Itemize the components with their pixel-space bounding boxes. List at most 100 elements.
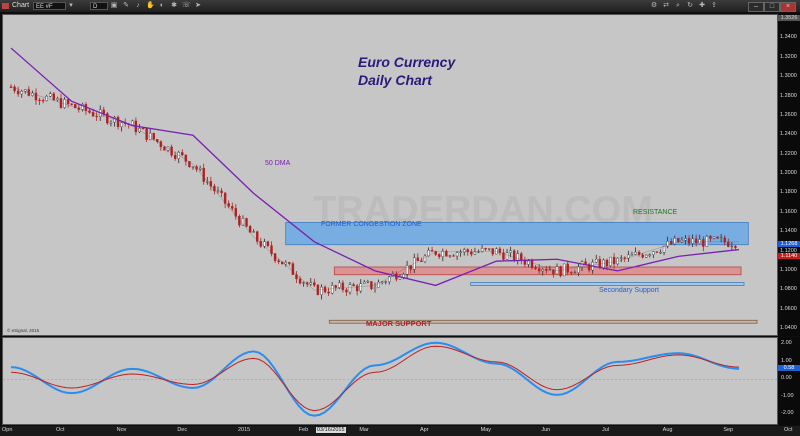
price-bar-body <box>627 254 630 259</box>
gear-icon[interactable]: ⚙ <box>650 2 658 9</box>
price-bar-body <box>148 132 152 140</box>
price-bar-body <box>152 132 155 140</box>
price-bar-body <box>323 286 327 293</box>
oscillator-value-tag: 0.58 <box>778 365 800 372</box>
price-bar-body <box>691 238 694 244</box>
price-bar-body <box>548 269 552 271</box>
oscillator-pane[interactable] <box>2 337 778 425</box>
price-bar-body <box>448 255 452 257</box>
price-bar-body <box>106 113 109 124</box>
price-tick-label: 1.1200 <box>780 247 797 254</box>
oscillator-tick-label: -2.00 <box>781 410 794 417</box>
close-button[interactable]: × <box>780 2 796 12</box>
price-bar-body <box>263 241 266 247</box>
price-bar-body <box>259 241 263 247</box>
price-bar-body <box>13 86 16 92</box>
price-bar-body <box>480 248 484 252</box>
cross-icon[interactable]: ✚ <box>699 2 705 9</box>
price-bar-body <box>463 249 466 253</box>
price-bar-body <box>420 260 423 262</box>
price-bar-body <box>330 285 334 294</box>
oscillator-chart <box>3 341 777 417</box>
price-axis[interactable]: 1.3400 1.3200 1.3000 1.2800 1.2600 1.2400 1.22… <box>778 14 800 336</box>
price-bar-body <box>231 206 234 209</box>
color-icon[interactable]: ◐ <box>159 2 165 9</box>
price-bar-body <box>81 104 84 110</box>
price-bar-body <box>177 152 180 159</box>
price-bar-body <box>220 190 223 194</box>
price-bar-body <box>537 268 541 272</box>
price-bar-body <box>88 110 91 113</box>
date-axis[interactable]: Opn Oct Nov Dec 2015 Feb Mar Apr May Jun Jul Aug Se… <box>0 426 800 436</box>
window-title: Chart <box>12 2 30 9</box>
price-tick-label: 1.3200 <box>780 53 797 60</box>
price-bar-body <box>256 231 259 242</box>
price-tick-label: 1.1800 <box>780 189 797 196</box>
ma-label: 50 DMA <box>265 160 291 167</box>
secondary-support-label: Secondary Support <box>599 287 659 294</box>
price-bar-body <box>384 281 387 283</box>
price-bar-body <box>163 146 166 151</box>
price-bar-body <box>605 259 609 267</box>
window-titlebar: Chart EE #F ▾ D ▣ ✎ ♪ ✋ ◐ ✱ ☏ ➤ ⚙ ⇄ ⌕ ↻ … <box>0 0 800 12</box>
price-bar-body <box>56 98 59 101</box>
price-bar-body <box>680 240 684 243</box>
maximize-button[interactable]: □ <box>764 2 780 12</box>
price-bar-body <box>273 253 277 261</box>
price-bar-body <box>173 154 177 159</box>
arrow-icon[interactable]: ➤ <box>195 2 201 9</box>
price-tag: 1.1268 <box>778 240 800 247</box>
price-bar-body <box>473 251 477 255</box>
major-support-label: MAJOR SUPPORT <box>366 319 432 328</box>
zone-3 <box>328 319 758 324</box>
oscillator-tick-label: -1.00 <box>781 392 794 399</box>
date-tick-label: Nov <box>116 427 127 433</box>
price-bar-body <box>9 86 13 88</box>
price-bar-body <box>166 146 170 151</box>
price-bar-body <box>555 266 559 275</box>
minimize-button[interactable]: – <box>748 2 764 12</box>
price-bar-body <box>66 99 70 105</box>
price-bar-body <box>206 181 209 183</box>
search-icon[interactable]: ⌕ <box>676 2 680 9</box>
pencil-icon[interactable]: ✎ <box>123 2 129 9</box>
price-bar-body <box>662 246 666 253</box>
price-bar-body <box>338 282 341 288</box>
price-bar-body <box>516 253 519 261</box>
price-bar-body <box>427 250 430 257</box>
star-icon[interactable]: ✱ <box>171 2 177 9</box>
interval-input[interactable]: D <box>90 2 108 10</box>
date-tick-label: Aug <box>662 427 673 433</box>
share-icon[interactable]: ⇪ <box>711 2 717 9</box>
symbol-input[interactable]: EE #F <box>33 2 66 10</box>
chart-title-line2: Daily Chart <box>358 72 433 88</box>
price-bar-body <box>74 104 77 109</box>
price-bar-body <box>34 92 38 101</box>
hand-icon[interactable]: ✋ <box>146 2 155 9</box>
price-bar-body <box>248 226 252 233</box>
congestion-zone-label: FORMER CONGESTION ZONE <box>321 221 422 228</box>
phone-icon[interactable]: ☏ <box>182 2 191 9</box>
dropdown-icon[interactable]: ▾ <box>69 2 73 9</box>
date-tick-label: 2015 <box>238 427 251 433</box>
price-bar-body <box>709 235 712 239</box>
price-bar-body <box>570 272 573 274</box>
price-bar-body <box>184 154 188 162</box>
refresh-icon[interactable]: ↻ <box>687 2 693 9</box>
price-bar-body <box>495 248 498 255</box>
lock-icon[interactable]: ▣ <box>110 2 118 9</box>
price-bar-body <box>252 231 255 233</box>
price-bar-body <box>577 266 580 273</box>
price-bar-body <box>730 245 734 248</box>
price-pane[interactable]: TRADERDAN.COM Euro Currency Daily Chart 50 … <box>2 14 778 336</box>
price-bar-body <box>298 278 302 284</box>
price-bar-body <box>587 264 591 271</box>
oscillator-axis[interactable]: 2.00 1.00 0.00 -1.00 -2.00 0.58 <box>778 337 800 425</box>
price-bar-body <box>20 91 23 95</box>
bell-icon[interactable]: ♪ <box>136 2 140 9</box>
price-bar-body <box>348 284 352 293</box>
price-bar-body <box>341 282 345 291</box>
arrows-icon[interactable]: ⇄ <box>663 2 669 9</box>
price-bar-body <box>295 274 298 280</box>
